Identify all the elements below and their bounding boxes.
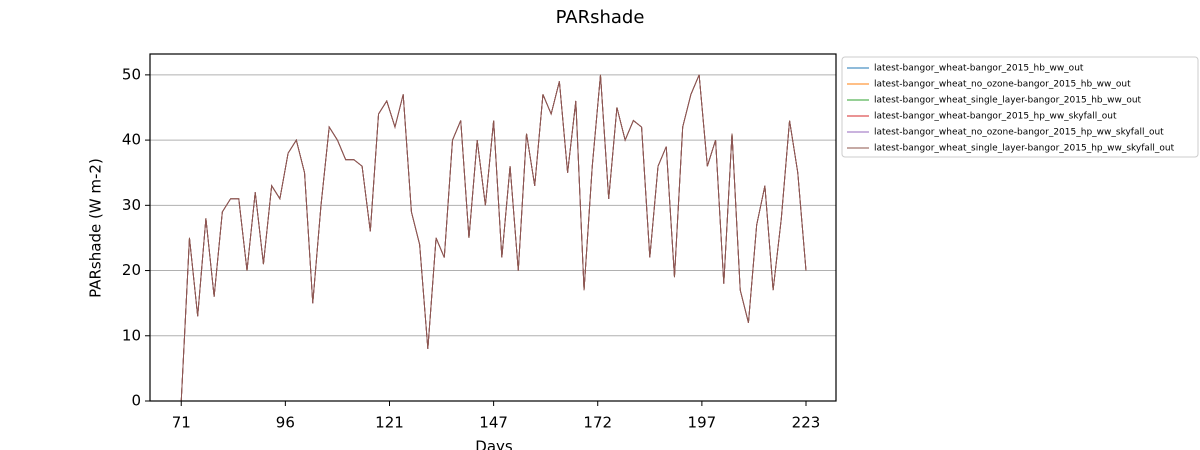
legend-label: latest-bangor_wheat_single_layer-bangor_… (874, 144, 1175, 154)
y-tick-label: 40 (122, 131, 141, 149)
x-tick-label: 223 (792, 414, 821, 432)
x-tick-label: 121 (375, 414, 404, 432)
y-tick-label: 30 (122, 196, 141, 214)
x-tick-label: 147 (479, 414, 508, 432)
y-tick-label: 20 (122, 261, 141, 279)
legend-label: latest-bangor_wheat-bangor_2015_hb_ww_ou… (874, 64, 1084, 74)
legend-box (841, 56, 1199, 158)
legend-label: latest-bangor_wheat_single_layer-bangor_… (874, 96, 1142, 106)
y-axis-label: PARshade (W m-2) (87, 158, 105, 298)
x-tick-label: 197 (688, 414, 717, 432)
plot-frame (149, 53, 837, 402)
x-tick-label: 71 (172, 414, 191, 432)
x-tick-label: 172 (583, 414, 612, 432)
series-line (180, 74, 807, 402)
x-axis-label: Days (475, 438, 513, 450)
x-tick-label: 96 (276, 414, 295, 432)
y-tick-label: 50 (122, 65, 141, 83)
chart-title: PARshade (556, 7, 645, 28)
legend-label: latest-bangor_wheat-bangor_2015_hp_ww_sk… (874, 112, 1117, 122)
legend-label: latest-bangor_wheat_no_ozone-bangor_2015… (874, 80, 1131, 90)
y-tick-label: 0 (131, 392, 141, 410)
legend-label: latest-bangor_wheat_no_ozone-bangor_2015… (874, 128, 1164, 138)
y-tick-label: 10 (122, 326, 141, 344)
